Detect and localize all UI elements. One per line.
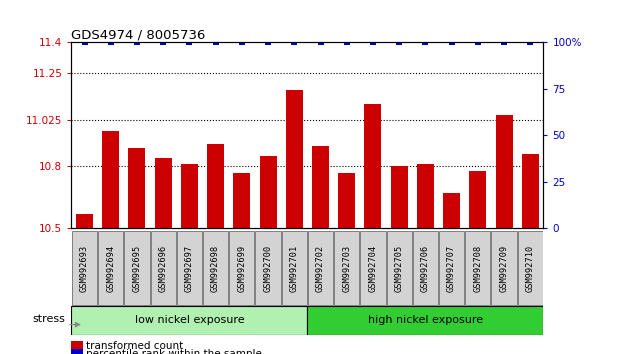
Bar bbox=[207, 144, 224, 228]
Text: stress: stress bbox=[32, 314, 65, 324]
Text: GSM992693: GSM992693 bbox=[80, 245, 89, 292]
Point bbox=[499, 40, 509, 45]
Text: GSM992704: GSM992704 bbox=[368, 245, 378, 292]
Point bbox=[132, 40, 142, 45]
FancyBboxPatch shape bbox=[177, 231, 202, 306]
Bar bbox=[102, 131, 119, 228]
Text: GSM992703: GSM992703 bbox=[342, 245, 351, 292]
Bar bbox=[391, 166, 408, 228]
Text: GSM992709: GSM992709 bbox=[499, 245, 509, 292]
FancyBboxPatch shape bbox=[71, 306, 307, 335]
Point bbox=[211, 40, 220, 45]
FancyBboxPatch shape bbox=[308, 231, 333, 306]
Bar bbox=[312, 146, 329, 228]
FancyBboxPatch shape bbox=[229, 231, 255, 306]
Bar bbox=[129, 148, 145, 228]
Bar bbox=[469, 171, 486, 228]
Text: GSM992696: GSM992696 bbox=[159, 245, 168, 292]
Bar bbox=[286, 90, 303, 228]
FancyBboxPatch shape bbox=[360, 231, 386, 306]
Point bbox=[237, 40, 247, 45]
Text: GSM992710: GSM992710 bbox=[526, 245, 535, 292]
Text: GSM992695: GSM992695 bbox=[132, 245, 142, 292]
FancyBboxPatch shape bbox=[124, 231, 150, 306]
Text: GSM992700: GSM992700 bbox=[263, 245, 273, 292]
FancyBboxPatch shape bbox=[98, 231, 124, 306]
Point bbox=[263, 40, 273, 45]
FancyBboxPatch shape bbox=[282, 231, 307, 306]
Point bbox=[158, 40, 168, 45]
Bar bbox=[181, 164, 198, 228]
Text: GSM992701: GSM992701 bbox=[290, 245, 299, 292]
Point bbox=[315, 40, 325, 45]
Bar bbox=[155, 158, 171, 228]
Bar bbox=[522, 154, 539, 228]
FancyBboxPatch shape bbox=[387, 231, 412, 306]
Text: high nickel exposure: high nickel exposure bbox=[368, 315, 483, 325]
Text: GSM992708: GSM992708 bbox=[473, 245, 483, 292]
Text: GSM992707: GSM992707 bbox=[447, 245, 456, 292]
Bar bbox=[338, 173, 355, 228]
Point bbox=[79, 40, 89, 45]
Bar bbox=[76, 214, 93, 228]
FancyBboxPatch shape bbox=[255, 231, 281, 306]
FancyBboxPatch shape bbox=[491, 231, 517, 306]
Text: GSM992706: GSM992706 bbox=[421, 245, 430, 292]
FancyBboxPatch shape bbox=[307, 306, 543, 335]
FancyBboxPatch shape bbox=[465, 231, 491, 306]
Bar bbox=[496, 115, 512, 228]
Point bbox=[394, 40, 404, 45]
Text: GSM992705: GSM992705 bbox=[395, 245, 404, 292]
Point bbox=[368, 40, 378, 45]
Text: GSM992694: GSM992694 bbox=[106, 245, 116, 292]
Text: transformed count: transformed count bbox=[86, 341, 183, 351]
Bar bbox=[443, 193, 460, 228]
FancyBboxPatch shape bbox=[151, 231, 176, 306]
Point bbox=[342, 40, 351, 45]
FancyBboxPatch shape bbox=[72, 231, 97, 306]
Text: GSM992702: GSM992702 bbox=[316, 245, 325, 292]
FancyBboxPatch shape bbox=[439, 231, 464, 306]
Text: percentile rank within the sample: percentile rank within the sample bbox=[86, 349, 261, 354]
Point bbox=[525, 40, 535, 45]
Bar bbox=[417, 164, 434, 228]
Point bbox=[106, 40, 116, 45]
Bar bbox=[233, 173, 250, 228]
Point bbox=[420, 40, 430, 45]
Text: GSM992697: GSM992697 bbox=[185, 245, 194, 292]
Text: GSM992699: GSM992699 bbox=[237, 245, 247, 292]
FancyBboxPatch shape bbox=[413, 231, 438, 306]
Text: low nickel exposure: low nickel exposure bbox=[135, 315, 244, 325]
FancyBboxPatch shape bbox=[334, 231, 360, 306]
Bar bbox=[365, 104, 381, 228]
Text: GSM992698: GSM992698 bbox=[211, 245, 220, 292]
FancyBboxPatch shape bbox=[518, 231, 543, 306]
Text: GDS4974 / 8005736: GDS4974 / 8005736 bbox=[71, 28, 206, 41]
Point bbox=[289, 40, 299, 45]
Point bbox=[446, 40, 456, 45]
Point bbox=[473, 40, 483, 45]
Point bbox=[184, 40, 194, 45]
FancyBboxPatch shape bbox=[203, 231, 228, 306]
Bar bbox=[260, 156, 276, 228]
